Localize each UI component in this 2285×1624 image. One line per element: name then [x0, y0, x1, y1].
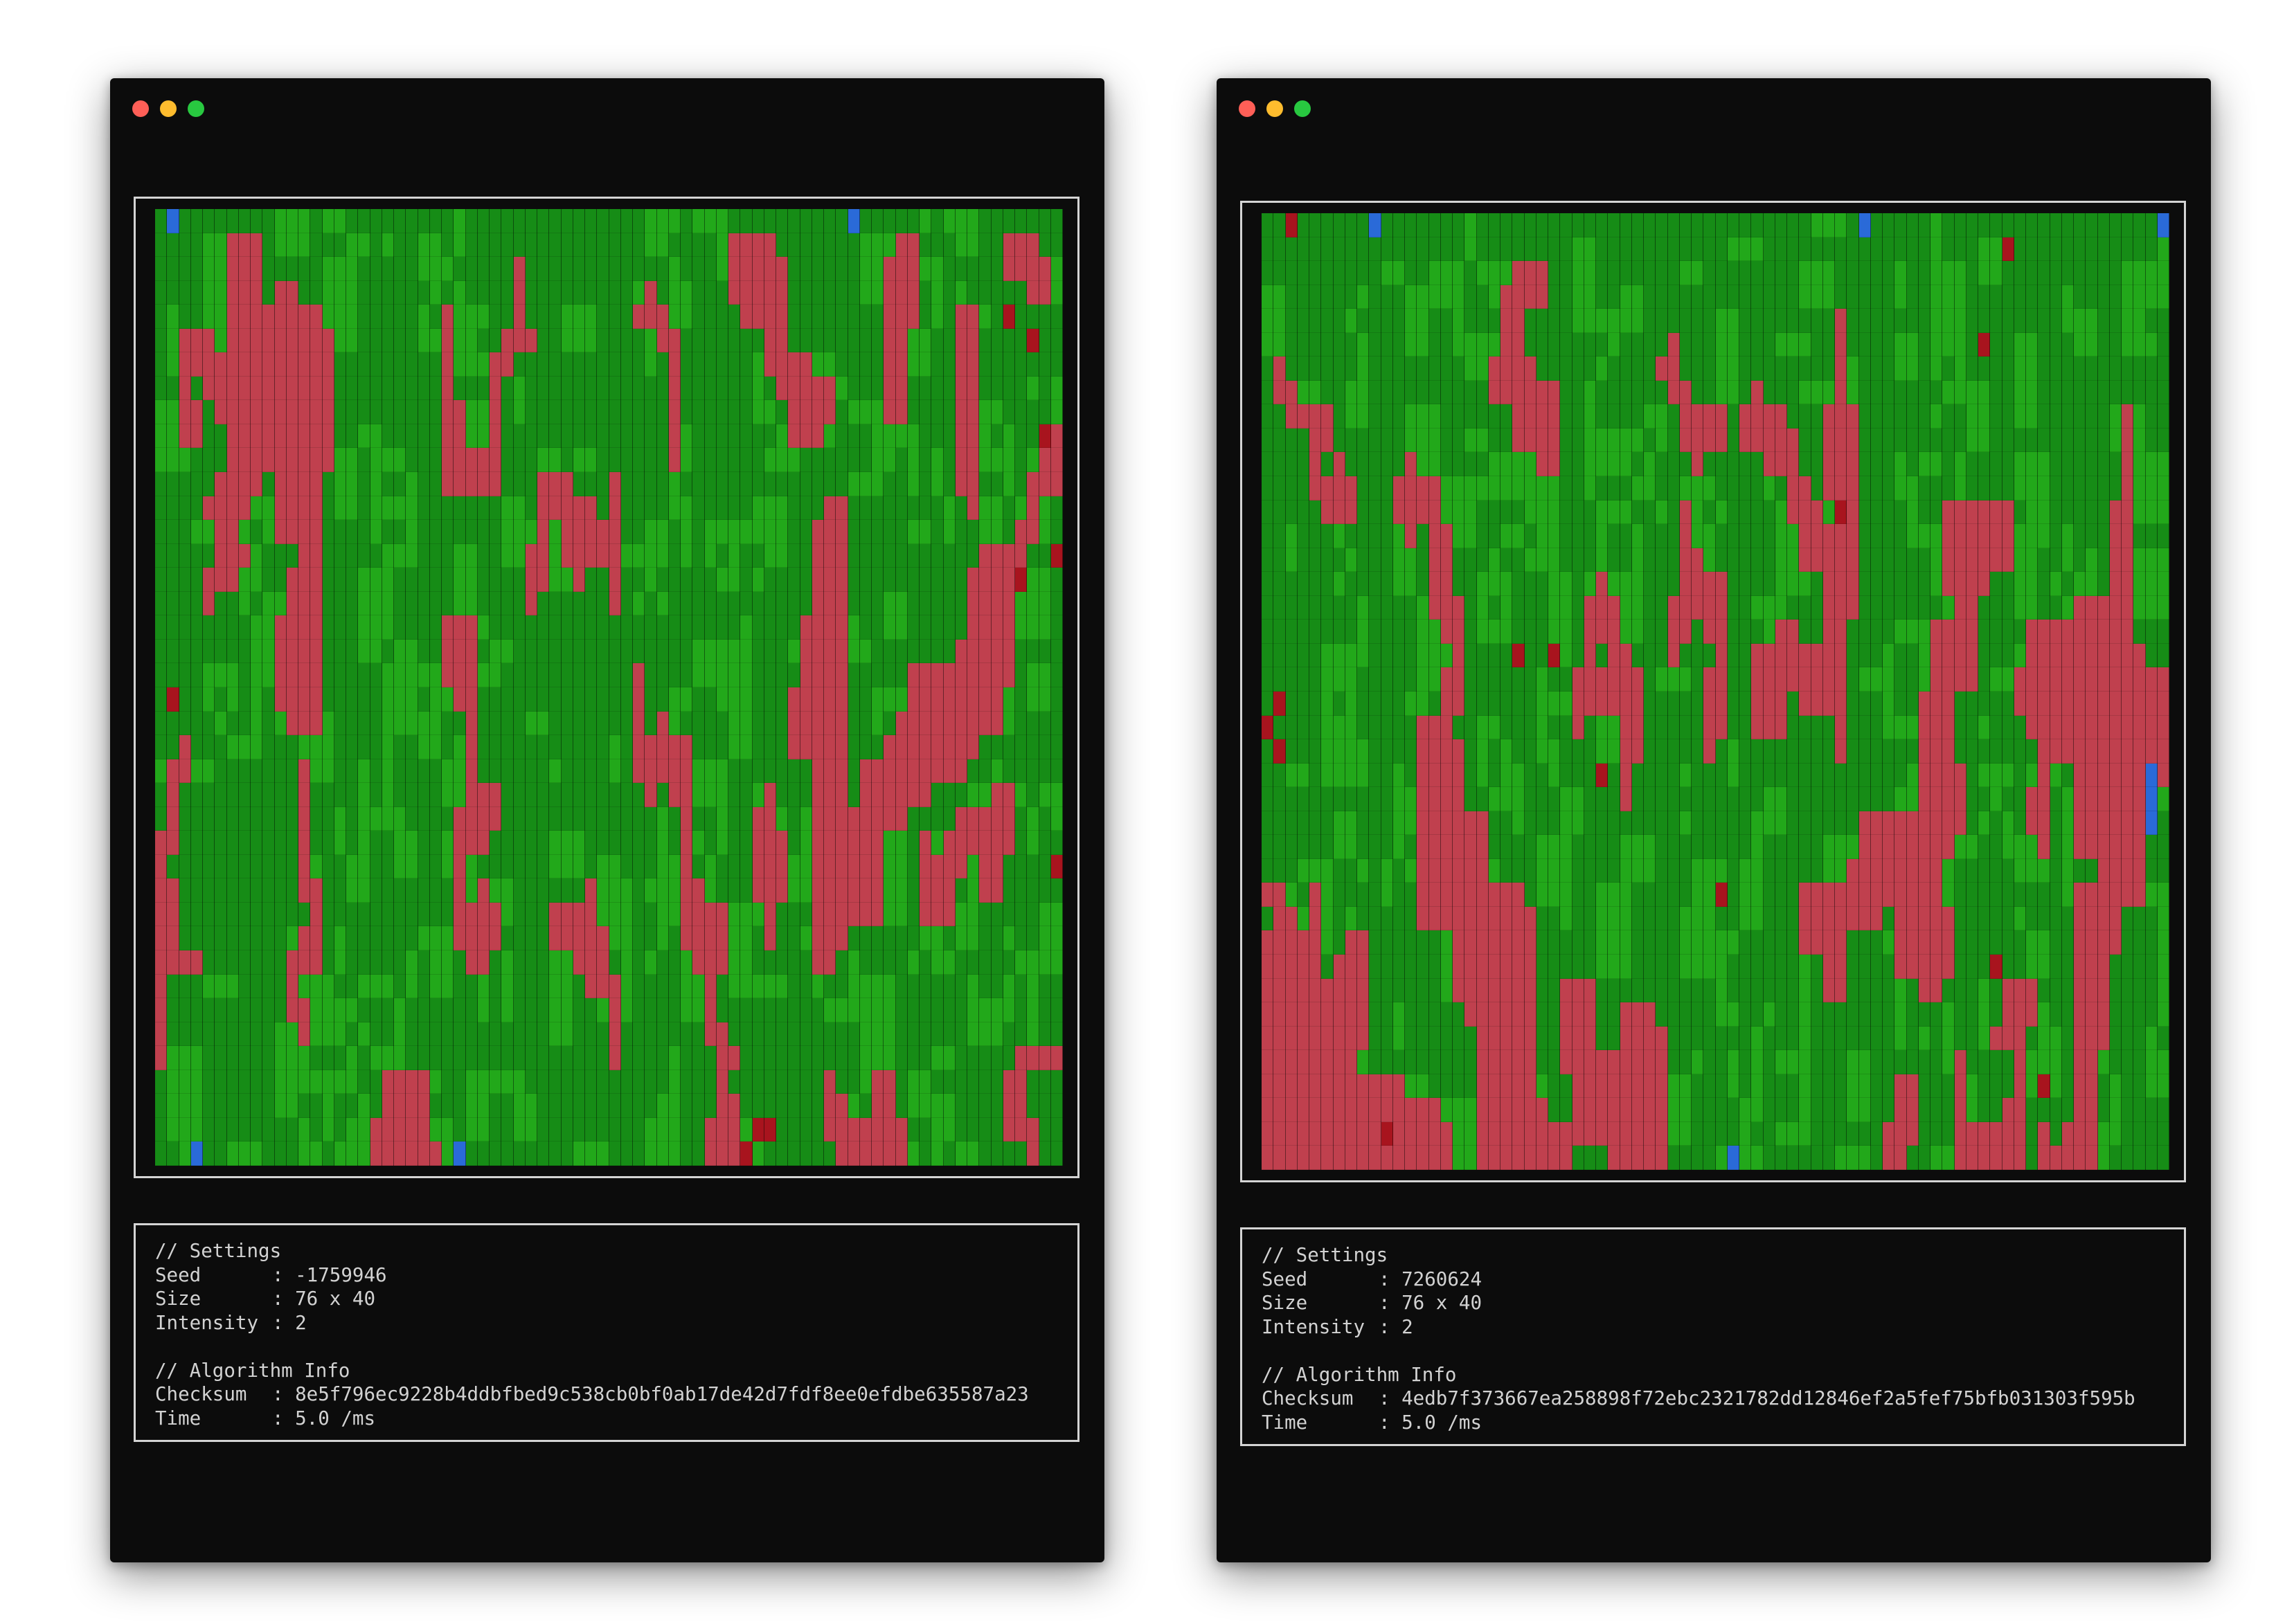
time-label: Time	[1262, 1411, 1308, 1434]
size-label: Size	[155, 1288, 201, 1310]
intensity-value: 2	[295, 1311, 307, 1334]
checksum-label: Checksum	[155, 1383, 247, 1405]
checksum-row: Checksum: 4edb7f373667ea258898f72ebc2321…	[1262, 1387, 2135, 1409]
checksum-value: 4edb7f373667ea258898f72ebc2321782dd12846…	[1401, 1387, 2135, 1409]
time-value: 5.0 /ms	[295, 1407, 376, 1429]
size-row: Size: 76 x 40	[1262, 1292, 1482, 1314]
intensity-value: 2	[1401, 1315, 1413, 1338]
time-row: Time: 5.0 /ms	[1262, 1411, 1482, 1434]
seed-label: Seed	[1262, 1267, 1308, 1290]
minimize-button[interactable]	[1266, 100, 1283, 117]
terminal-window-2: // Settings Seed: 7260624 Size: 76 x 40 Int…	[1217, 78, 2211, 1562]
maximize-button[interactable]	[1294, 100, 1311, 117]
seed-row: Seed: -1759946	[155, 1263, 387, 1286]
intensity-label: Intensity	[1262, 1315, 1365, 1338]
algo-header: // Algorithm Info	[1262, 1363, 1457, 1386]
seed-label: Seed	[155, 1263, 201, 1286]
cell-grid	[1262, 213, 2169, 1170]
close-button[interactable]	[1239, 100, 1255, 117]
checksum-row: Checksum: 8e5f796ec9228b4ddbfbed9c538cb0…	[155, 1383, 1029, 1405]
size-row: Size: 76 x 40	[155, 1288, 376, 1310]
intensity-row: Intensity: 2	[155, 1311, 307, 1334]
seed-value: 7260624	[1401, 1267, 1482, 1290]
checksum-label: Checksum	[1262, 1387, 1354, 1409]
grid-frame	[134, 197, 1079, 1178]
cell-grid	[155, 209, 1063, 1166]
size-value: 76 x 40	[1401, 1292, 1482, 1314]
close-button[interactable]	[132, 100, 149, 117]
terminal-window-1: // Settings Seed: -1759946 Size: 76 x 40 In…	[110, 78, 1104, 1562]
time-row: Time: 5.0 /ms	[155, 1407, 376, 1429]
intensity-row: Intensity: 2	[1262, 1315, 1413, 1338]
settings-header: // Settings	[155, 1240, 282, 1262]
intensity-label: Intensity	[155, 1311, 259, 1334]
seed-row: Seed: 7260624	[1262, 1267, 1482, 1290]
info-panel: // Settings Seed: 7260624 Size: 76 x 40 Int…	[1240, 1227, 2186, 1446]
size-label: Size	[1262, 1292, 1308, 1314]
grid-frame	[1240, 201, 2186, 1182]
seed-value: -1759946	[295, 1263, 387, 1286]
maximize-button[interactable]	[188, 100, 204, 117]
size-value: 76 x 40	[295, 1288, 376, 1310]
time-value: 5.0 /ms	[1401, 1411, 1482, 1434]
checksum-value: 8e5f796ec9228b4ddbfbed9c538cb0bf0ab17de4…	[295, 1383, 1029, 1405]
algo-header: // Algorithm Info	[155, 1359, 350, 1382]
time-label: Time	[155, 1407, 201, 1429]
minimize-button[interactable]	[160, 100, 177, 117]
info-panel: // Settings Seed: -1759946 Size: 76 x 40 In…	[134, 1223, 1079, 1442]
settings-header: // Settings	[1262, 1244, 1388, 1266]
